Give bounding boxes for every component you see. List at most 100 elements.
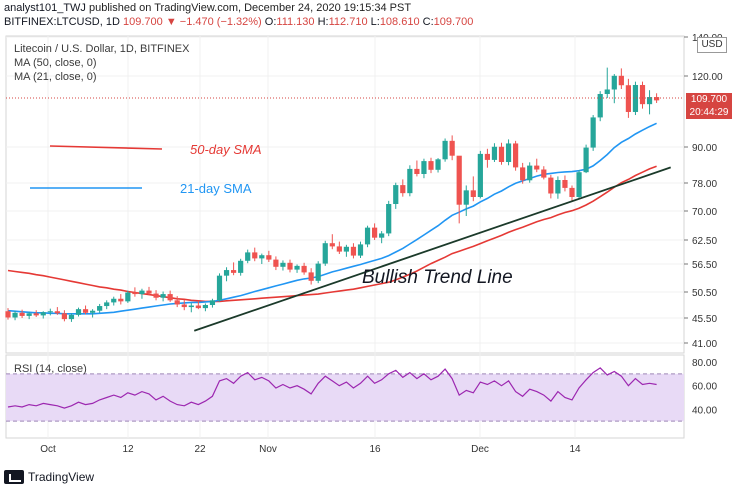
candle-body[interactable] [301,265,307,273]
candle-body[interactable] [463,190,469,205]
candle-body[interactable] [435,159,441,170]
candle-body[interactable] [590,117,596,148]
candle-body[interactable] [350,246,357,256]
candle-body[interactable] [548,177,554,194]
candle-body[interactable] [520,167,526,181]
candle-body[interactable] [484,153,490,160]
candle-body[interactable] [118,298,124,302]
candle-body[interactable] [322,243,328,264]
candle-body[interactable] [47,311,53,313]
candle-body[interactable] [12,312,18,318]
candle-body[interactable] [287,262,293,270]
candle-body[interactable] [280,262,286,267]
candle-body[interactable] [505,143,512,162]
candle-body[interactable] [611,75,617,90]
candle-body[interactable] [75,309,82,315]
candle-body[interactable] [266,255,272,260]
candle-body[interactable] [90,310,96,313]
candle-body[interactable] [19,312,25,316]
candle-body[interactable] [238,260,244,273]
candle-body[interactable] [231,270,237,273]
candle-body[interactable] [534,165,540,170]
candle-body[interactable] [654,97,660,101]
candle-body[interactable] [5,311,11,318]
candle-body[interactable] [646,97,653,105]
candle-body[interactable] [604,89,610,94]
candle-body[interactable] [273,259,279,267]
author-name[interactable]: analyst101_TWJ [4,2,86,14]
candle-body[interactable] [146,290,152,294]
candle-body[interactable] [82,309,89,313]
candle-body[interactable] [223,270,230,276]
candle-body[interactable] [632,84,639,112]
candle-body[interactable] [209,300,216,305]
currency-label[interactable]: USD [697,37,727,53]
candle-body[interactable] [576,172,582,197]
candle-body[interactable] [202,305,208,309]
candle-body[interactable] [555,180,561,194]
candle-body[interactable] [61,313,67,320]
candle-body[interactable] [379,233,385,238]
candle-body[interactable] [372,227,378,238]
candle-body[interactable] [639,84,646,105]
candle-body[interactable] [400,185,406,194]
candle-body[interactable] [97,306,103,311]
candle-body[interactable] [477,153,483,197]
candle-body[interactable] [625,85,631,112]
candle-body[interactable] [160,294,166,298]
candle-body[interactable] [139,290,145,295]
candle-body[interactable] [104,302,110,307]
candle-body[interactable] [153,293,159,298]
candle-body[interactable] [414,168,420,174]
legend-ma50[interactable]: MA (50, close, 0) [14,57,97,69]
candle-body[interactable] [329,243,335,247]
candle-body[interactable] [527,165,533,181]
candle-body[interactable] [252,252,258,259]
candle-body[interactable] [442,140,448,160]
candle-body[interactable] [498,146,505,162]
candle-body[interactable] [407,168,413,194]
candle-body[interactable] [597,93,603,118]
symbol[interactable]: BITFINEX:LTCUSD, 1D [4,16,120,28]
candle-body[interactable] [26,313,32,316]
candle-body[interactable] [569,187,575,197]
legend-ma21[interactable]: MA (21, close, 0) [14,71,97,83]
candle-body[interactable] [343,246,349,252]
candle-body[interactable] [562,180,568,188]
candle-body[interactable] [456,155,462,205]
candle-body[interactable] [195,305,201,309]
candle-body[interactable] [357,244,364,256]
candle-body[interactable] [583,147,589,173]
candle-body[interactable] [470,190,476,197]
candle-body[interactable] [393,185,399,204]
candle-body[interactable] [421,161,427,174]
candle-body[interactable] [541,169,547,178]
candle-body[interactable] [618,75,624,86]
candle-body[interactable] [308,272,314,281]
candle-body[interactable] [33,313,39,316]
candle-body[interactable] [125,292,131,302]
candle-body[interactable] [111,298,117,303]
candle-body[interactable] [40,312,46,316]
candle-body[interactable] [167,294,173,301]
candle-body[interactable] [174,300,180,305]
bullish-trend-line[interactable] [193,166,671,332]
candle-body[interactable] [315,263,321,281]
candle-body[interactable] [181,304,187,308]
candle-body[interactable] [491,146,498,160]
candle-body[interactable] [449,140,455,156]
candle-body[interactable] [259,255,265,259]
candle-body[interactable] [513,143,519,168]
candle-body[interactable] [294,265,300,270]
candle-body[interactable] [54,311,60,314]
candle-body[interactable] [428,161,434,170]
candle-body[interactable] [386,204,392,234]
candle-body[interactable] [216,275,223,301]
candle-body[interactable] [188,305,194,308]
candle-body[interactable] [68,314,75,320]
footer-brand[interactable]: TradingView [28,470,95,484]
candle-body[interactable] [364,227,371,245]
candle-body[interactable] [245,252,251,261]
candle-body[interactable] [336,246,342,252]
legend-title[interactable]: Litecoin / U.S. Dollar, 1D, BITFINEX [14,43,190,55]
